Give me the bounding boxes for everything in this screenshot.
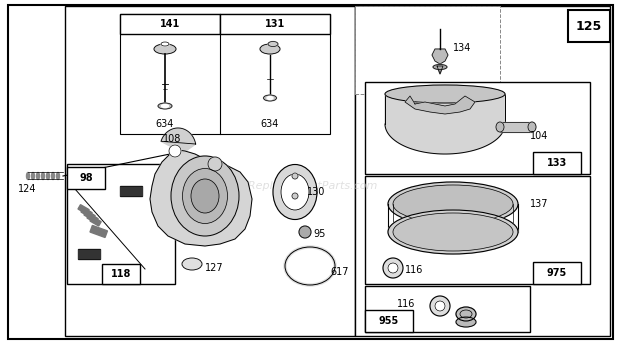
Text: 124: 124 xyxy=(18,184,37,194)
Text: 116: 116 xyxy=(405,265,423,275)
Text: 95: 95 xyxy=(313,229,326,239)
Text: eReplacementParts.com: eReplacementParts.com xyxy=(242,181,378,191)
Bar xyxy=(533,262,581,284)
Ellipse shape xyxy=(393,213,513,251)
Circle shape xyxy=(169,145,181,157)
Circle shape xyxy=(292,173,298,179)
Text: 634: 634 xyxy=(261,119,279,129)
Text: 975: 975 xyxy=(547,268,567,278)
Polygon shape xyxy=(385,94,505,154)
Bar xyxy=(533,152,581,174)
Text: 130: 130 xyxy=(307,187,326,197)
Ellipse shape xyxy=(158,103,172,109)
Ellipse shape xyxy=(171,156,239,236)
Polygon shape xyxy=(432,49,448,64)
Polygon shape xyxy=(437,66,443,74)
Text: 104: 104 xyxy=(530,131,548,141)
Bar xyxy=(67,164,175,284)
Text: 617: 617 xyxy=(330,267,348,277)
Bar xyxy=(78,249,100,259)
Ellipse shape xyxy=(264,95,277,101)
Bar xyxy=(81,208,92,217)
Text: 134: 134 xyxy=(453,43,471,53)
Bar xyxy=(365,286,530,332)
Text: 108: 108 xyxy=(163,134,182,144)
Ellipse shape xyxy=(281,174,309,210)
Bar xyxy=(365,176,590,284)
Bar xyxy=(90,217,101,226)
Text: 955: 955 xyxy=(379,316,399,326)
Ellipse shape xyxy=(51,172,55,180)
Circle shape xyxy=(208,157,222,171)
Ellipse shape xyxy=(528,122,536,132)
Text: 141: 141 xyxy=(160,19,180,29)
Bar xyxy=(365,310,413,332)
Bar xyxy=(355,6,500,94)
Ellipse shape xyxy=(46,172,50,180)
Bar xyxy=(365,82,590,174)
Bar xyxy=(220,14,330,34)
Polygon shape xyxy=(405,96,475,114)
Ellipse shape xyxy=(496,122,504,132)
Text: 137: 137 xyxy=(530,199,549,209)
Text: 634: 634 xyxy=(156,119,174,129)
Ellipse shape xyxy=(37,172,40,180)
Text: 125: 125 xyxy=(576,20,602,32)
Text: 133: 133 xyxy=(547,158,567,168)
Text: 118: 118 xyxy=(111,269,131,279)
Ellipse shape xyxy=(460,310,472,318)
Bar xyxy=(120,14,330,134)
Ellipse shape xyxy=(260,44,280,54)
Ellipse shape xyxy=(161,105,169,108)
Ellipse shape xyxy=(161,42,169,46)
Ellipse shape xyxy=(433,65,447,69)
Ellipse shape xyxy=(456,317,476,327)
Text: 98: 98 xyxy=(79,173,93,183)
Text: 116: 116 xyxy=(397,299,415,309)
Circle shape xyxy=(388,263,398,273)
Bar xyxy=(568,10,610,42)
Bar xyxy=(355,6,610,336)
Ellipse shape xyxy=(268,42,278,46)
Ellipse shape xyxy=(191,179,219,213)
Ellipse shape xyxy=(56,172,60,180)
Text: 127: 127 xyxy=(205,263,224,273)
Bar xyxy=(84,211,95,220)
Circle shape xyxy=(299,226,311,238)
Bar xyxy=(120,186,142,196)
Bar xyxy=(102,264,140,284)
Ellipse shape xyxy=(182,258,202,270)
Ellipse shape xyxy=(385,85,505,103)
Bar xyxy=(65,6,355,336)
Ellipse shape xyxy=(32,172,35,180)
Bar xyxy=(67,167,105,189)
Bar xyxy=(87,214,98,223)
Ellipse shape xyxy=(27,172,30,180)
Bar xyxy=(78,205,89,214)
Ellipse shape xyxy=(273,164,317,219)
Text: 131: 131 xyxy=(265,19,285,29)
Bar xyxy=(120,14,220,34)
Ellipse shape xyxy=(393,185,513,223)
Circle shape xyxy=(383,258,403,278)
Ellipse shape xyxy=(456,307,476,321)
Polygon shape xyxy=(161,128,196,153)
Ellipse shape xyxy=(182,169,228,224)
Circle shape xyxy=(435,301,445,311)
Ellipse shape xyxy=(154,44,176,54)
Bar xyxy=(500,122,532,132)
Ellipse shape xyxy=(42,172,45,180)
Circle shape xyxy=(292,193,298,199)
Bar xyxy=(90,225,107,237)
Ellipse shape xyxy=(388,182,518,226)
Ellipse shape xyxy=(291,252,329,280)
Circle shape xyxy=(430,296,450,316)
Ellipse shape xyxy=(267,97,273,99)
Polygon shape xyxy=(150,149,252,246)
Ellipse shape xyxy=(388,210,518,254)
